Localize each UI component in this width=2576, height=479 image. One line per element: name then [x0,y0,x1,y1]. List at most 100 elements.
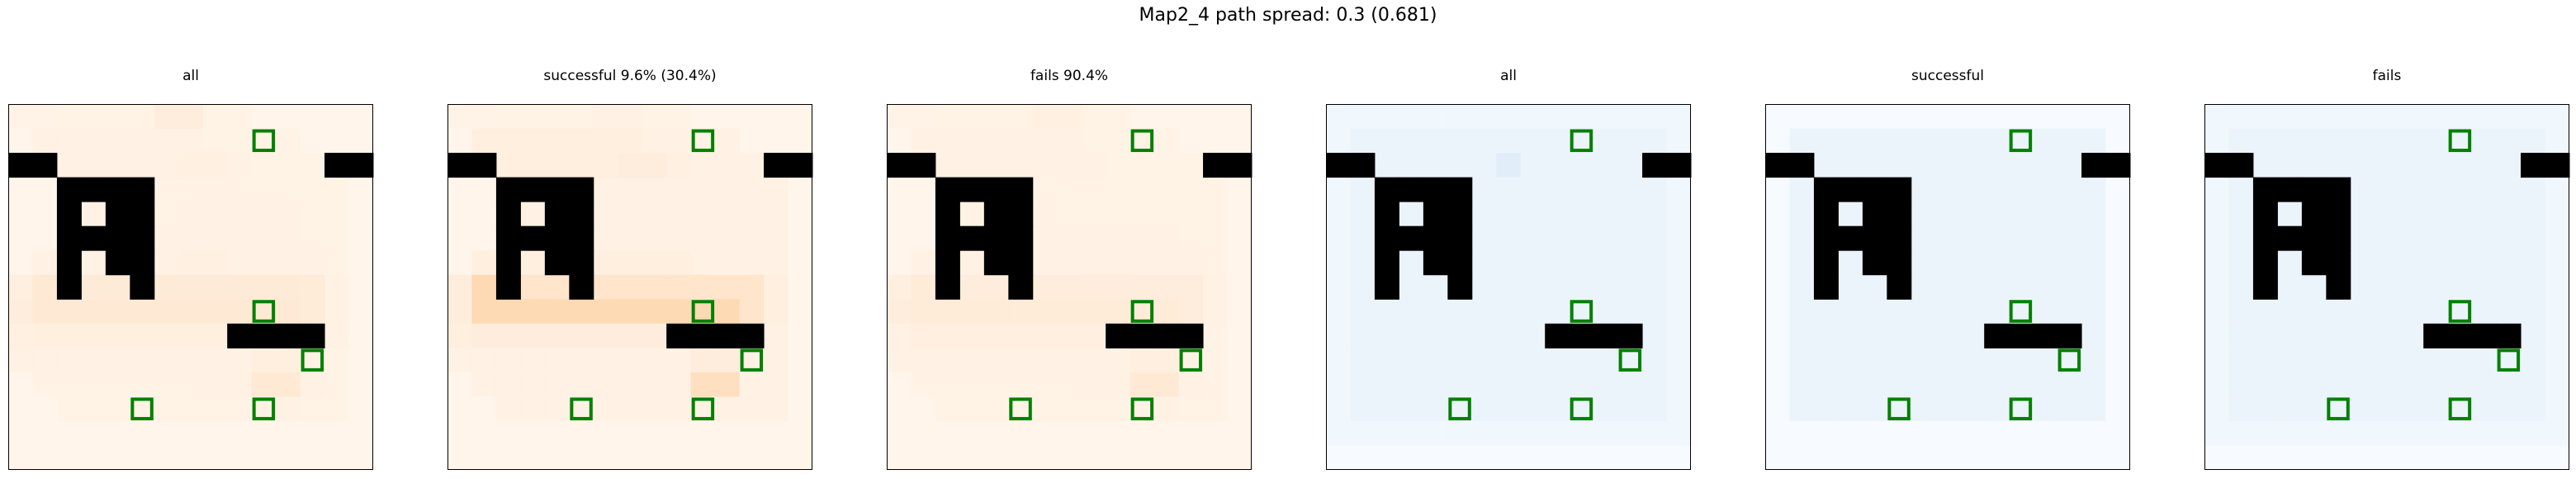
heatmap-cell [618,225,643,251]
heatmap-cell [2545,250,2570,276]
heatmap-cell [739,177,765,202]
heatmap-cell [300,372,325,397]
heatmap-cell [495,299,521,325]
goal-marker [2448,129,2472,153]
heatmap-cell [911,177,936,202]
heatmap-cell [2472,250,2498,276]
heatmap-cell [1496,348,1522,373]
heatmap-cell [2521,396,2546,422]
heatmap-cell [2228,420,2254,446]
heatmap-cell [1496,445,1522,471]
heatmap-cell [1374,445,1399,471]
goal-marker [1130,300,1154,323]
heatmap-cell [1129,202,1155,227]
obstacle-cell [495,177,521,202]
heatmap-cell [2105,225,2131,251]
heatmap-cell [1057,225,1082,251]
heatmap-cell [300,396,325,422]
heatmap-cell [520,202,546,227]
obstacle-cell [81,177,107,202]
heatmap-cell [300,420,325,446]
heatmap-cell [2472,177,2498,202]
heatmap-cell [2447,202,2473,227]
heatmap-cell [1374,128,1399,154]
heatmap-cell [642,250,667,276]
heatmap-cell [1178,128,1204,154]
heatmap-cell [1789,274,1815,300]
heatmap-cell [495,372,521,397]
heatmap-cell [1129,153,1155,178]
heatmap-cell [2204,128,2229,154]
heatmap-cell [959,299,985,325]
heatmap-cell [593,420,618,446]
heatmap-cell [2277,202,2303,227]
goal-marker [1887,397,1911,420]
heatmap-cell [2008,445,2034,471]
heatmap-cell [2277,299,2303,325]
heatmap-cell [2350,323,2375,349]
heatmap-cell [1496,128,1522,154]
obstacle-cell [495,274,521,300]
heatmap-cell [154,396,179,422]
heatmap-cell [1911,396,1936,422]
heatmap-cell [2423,225,2449,251]
heatmap-cell [2105,250,2131,276]
heatmap-cell [2398,420,2424,446]
heatmap-cell [569,323,594,349]
heatmap-cell [1935,250,1961,276]
heatmap-cell [2398,348,2424,373]
heatmap-cell [2496,153,2522,178]
goal-marker [252,300,276,323]
heatmap-cell [1106,420,1131,446]
heatmap-cell [130,128,155,154]
heatmap-cell [618,177,643,202]
obstacle-cell [2326,177,2351,202]
obstacle-cell [2301,177,2327,202]
heatmap-cell [1471,202,1497,227]
heatmap-cell [1203,299,1229,325]
obstacle-cell [569,274,594,300]
heatmap-cell [130,323,155,349]
heatmap-cell [1935,225,1961,251]
obstacle-cell [56,225,82,251]
heatmap-cell [1496,323,1522,349]
heatmap-cell [1887,372,1912,397]
obstacle-cell [495,250,521,276]
heatmap-cell [2033,274,2058,300]
heatmap-cell [202,202,228,227]
heatmap-cell [471,104,497,130]
heatmap-cell [935,153,960,178]
heatmap-cell [1471,420,1497,446]
heatmap-cell [739,396,765,422]
heatmap-cell [1447,420,1473,446]
heatmap-cell [1471,445,1497,471]
goal-marker [2448,397,2472,420]
obstacle-cell [959,225,985,251]
heatmap-cell [251,153,277,178]
obstacle-cell [1203,153,1229,178]
heatmap-cell [2252,445,2278,471]
heatmap-cell [202,372,228,397]
heatmap-cell [2301,445,2327,471]
heatmap-cell [2057,299,2082,325]
heatmap-cell [1471,177,1497,202]
heatmap-cell [935,348,960,373]
heatmap-cell [1423,396,1448,422]
heatmap-cell [1935,445,1961,471]
heatmap-cell [1081,128,1106,154]
heatmap-cell [911,323,936,349]
goal-marker [1130,129,1154,153]
heatmap-cell [471,348,497,373]
heatmap-cell [2033,225,2058,251]
heatmap-cell [32,104,58,130]
heatmap-cell [2423,202,2449,227]
obstacle-cell [887,153,912,178]
heatmap-panel-4: all [1326,68,1692,471]
heatmap-cell [788,202,813,227]
heatmap-cell [1154,202,1180,227]
heatmap-cell [1447,323,1473,349]
heatmap-cell [764,323,789,349]
obstacle-cell [1447,202,1473,227]
heatmap-cell [300,445,325,471]
plot-frame [1326,104,1691,470]
